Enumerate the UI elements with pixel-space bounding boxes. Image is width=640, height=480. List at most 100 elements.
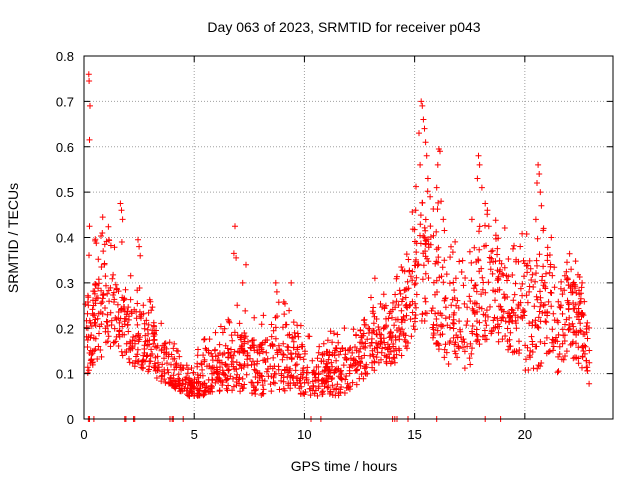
data-point: [519, 315, 526, 322]
data-point: [108, 322, 115, 328]
peak-point: [136, 243, 143, 250]
data-point: [373, 354, 380, 361]
data-point: [303, 374, 310, 381]
data-point: [107, 309, 114, 316]
data-point: [203, 347, 210, 353]
data-point: [467, 298, 474, 305]
data-point: [110, 339, 117, 346]
data-point: [229, 337, 236, 344]
data-point: [546, 252, 553, 258]
data-point: [365, 325, 372, 332]
data-point: [576, 274, 583, 280]
data-point: [396, 336, 403, 343]
data-point: [159, 372, 166, 379]
data-point: [299, 343, 306, 350]
data-point: [306, 333, 313, 340]
data-point: [432, 291, 438, 298]
data-point: [368, 294, 374, 301]
data-point: [570, 323, 577, 330]
data-point: [119, 323, 126, 330]
data-point: [239, 375, 246, 382]
data-point: [353, 381, 360, 388]
data-point: [179, 387, 186, 394]
data-point: [473, 331, 480, 338]
data-point: [380, 335, 387, 342]
data-point: [268, 321, 275, 328]
data-point: [549, 326, 556, 333]
data-point: [435, 254, 442, 261]
data-point: [555, 353, 562, 360]
data-point: [152, 363, 159, 369]
data-point: [241, 330, 248, 336]
data-point: [358, 332, 365, 339]
data-point: [285, 369, 292, 376]
data-point: [370, 304, 377, 311]
data-point: [409, 209, 416, 215]
data-point: [214, 368, 221, 375]
x-tick-label: 5: [191, 427, 198, 442]
data-point: [504, 325, 511, 332]
data-point: [315, 363, 322, 370]
data-point: [194, 360, 201, 367]
data-point: [494, 315, 501, 322]
data-point: [551, 317, 558, 324]
data-point: [106, 298, 113, 305]
data-point: [505, 256, 512, 262]
data-point: [225, 382, 232, 389]
data-point: [240, 350, 247, 356]
data-point: [119, 294, 126, 301]
data-point: [337, 386, 344, 393]
data-point: [288, 355, 295, 362]
data-point: [441, 227, 448, 234]
data-point: [170, 345, 177, 352]
data-point: [370, 353, 377, 360]
data-point: [133, 315, 140, 322]
data-point: [411, 281, 418, 288]
data-point: [461, 300, 468, 307]
data-point: [430, 232, 437, 239]
peak-point: [85, 71, 92, 78]
data-point: [483, 322, 490, 329]
data-point: [454, 354, 461, 361]
data-point: [88, 332, 95, 339]
data-point: [487, 303, 493, 310]
data-point: [489, 270, 496, 277]
data-point: [209, 353, 216, 360]
data-point: [390, 341, 397, 347]
peak-point: [86, 78, 93, 84]
data-point: [275, 363, 282, 370]
data-point: [224, 345, 231, 352]
peak-point: [568, 266, 575, 273]
data-point: [125, 316, 132, 323]
data-point: [550, 347, 556, 354]
data-point: [509, 272, 516, 278]
data-point: [523, 356, 529, 363]
data-point: [543, 334, 550, 341]
data-point: [411, 326, 418, 333]
data-point: [547, 289, 554, 296]
data-point: [138, 364, 145, 371]
data-point: [501, 225, 508, 231]
data-point: [241, 361, 248, 367]
data-point: [413, 274, 420, 281]
data-point: [499, 270, 506, 277]
data-point: [84, 369, 91, 376]
data-point: [281, 387, 288, 394]
data-point: [442, 315, 449, 322]
data-point: [492, 288, 499, 295]
data-point: [433, 322, 440, 329]
data-point: [116, 319, 123, 326]
data-point: [272, 335, 279, 342]
data-point: [530, 365, 537, 372]
data-point: [263, 368, 270, 375]
data-point: [188, 365, 195, 371]
data-point: [393, 298, 400, 305]
data-point: [495, 338, 502, 345]
data-point: [280, 324, 286, 331]
data-point: [260, 312, 267, 319]
data-point: [265, 366, 272, 372]
data-point: [441, 346, 448, 353]
data-point: [333, 345, 340, 352]
data-point: [549, 272, 556, 279]
data-point: [490, 317, 497, 324]
